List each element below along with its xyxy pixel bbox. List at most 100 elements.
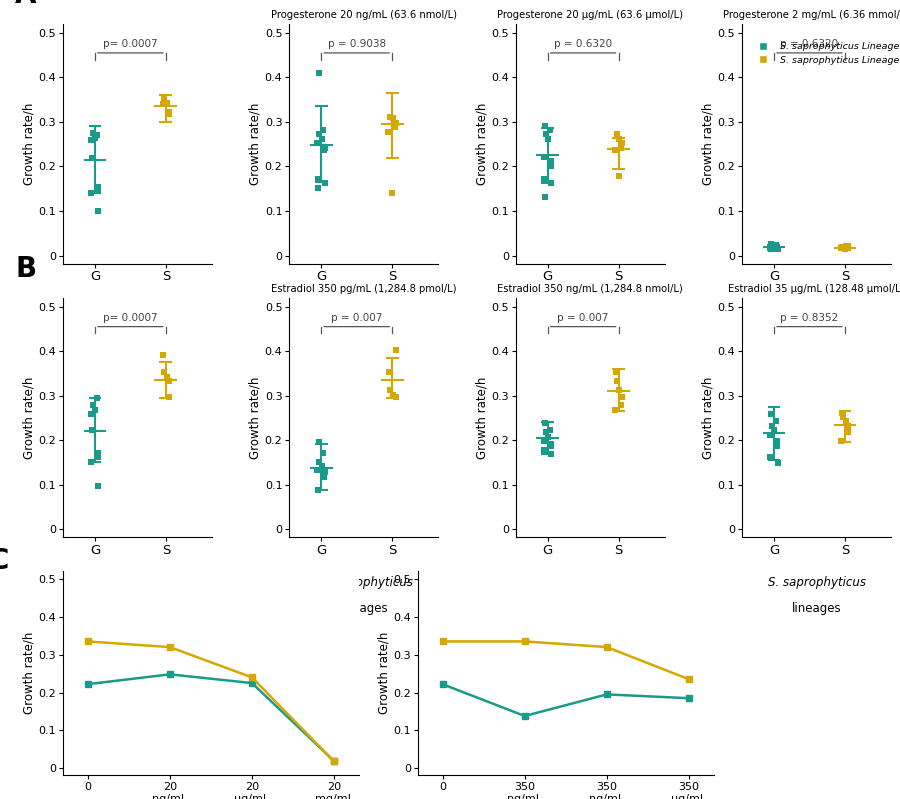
- Point: [538, 128, 553, 141]
- Text: S. saprophyticus: S. saprophyticus: [315, 575, 413, 589]
- Y-axis label: Growth rate/h: Growth rate/h: [475, 376, 488, 459]
- Point: [91, 447, 105, 459]
- Point: [318, 141, 332, 154]
- Point: [311, 436, 326, 449]
- Point: [310, 173, 325, 185]
- Point: [764, 242, 778, 255]
- Point: [544, 439, 558, 452]
- Point: [386, 388, 400, 401]
- Point: [311, 181, 326, 194]
- Point: [389, 390, 403, 403]
- Text: lineages: lineages: [339, 328, 389, 341]
- Point: [770, 435, 785, 447]
- Point: [612, 133, 626, 145]
- Y-axis label: Growth rate/h: Growth rate/h: [22, 632, 35, 714]
- Y-axis label: Growth rate/h: Growth rate/h: [22, 376, 35, 459]
- Point: [763, 451, 778, 463]
- Text: p = 0.9038: p = 0.9038: [328, 39, 386, 50]
- Point: [91, 451, 105, 463]
- Title: Estradiol 35 μg/mL (128.48 μmol/L): Estradiol 35 μg/mL (128.48 μmol/L): [728, 284, 900, 294]
- Title: Progesterone 20 μg/mL (63.6 μmol/L): Progesterone 20 μg/mL (63.6 μmol/L): [497, 10, 683, 21]
- Point: [770, 241, 784, 254]
- Y-axis label: Growth rate/h: Growth rate/h: [702, 102, 715, 185]
- Point: [383, 384, 398, 396]
- Point: [838, 242, 852, 255]
- Point: [86, 399, 100, 411]
- Text: lineages: lineages: [565, 602, 615, 615]
- Text: S. saprophyticus: S. saprophyticus: [315, 302, 413, 315]
- Point: [543, 124, 557, 137]
- Point: [318, 466, 332, 479]
- Point: [615, 137, 629, 149]
- Point: [90, 129, 104, 141]
- Title: Progesterone 20 ng/mL (63.6 nmol/L): Progesterone 20 ng/mL (63.6 nmol/L): [271, 10, 457, 21]
- Point: [763, 242, 778, 255]
- Point: [841, 426, 855, 439]
- Point: [836, 411, 850, 423]
- Point: [157, 93, 171, 105]
- Point: [611, 170, 625, 183]
- Point: [842, 419, 856, 432]
- Y-axis label: Growth rate/h: Growth rate/h: [377, 632, 391, 714]
- Point: [318, 177, 332, 190]
- Point: [90, 392, 104, 404]
- Point: [538, 426, 553, 439]
- Point: [310, 464, 325, 477]
- Point: [770, 240, 785, 253]
- Text: p = 0.007: p = 0.007: [557, 313, 608, 323]
- Point: [833, 435, 848, 447]
- Point: [770, 242, 785, 255]
- Point: [838, 242, 852, 255]
- Legend: S. saprophyticus Lineage G, S. saprophyticus Lineage S: S. saprophyticus Lineage G, S. saprophyt…: [750, 38, 900, 69]
- Text: p= 0.0007: p= 0.0007: [104, 39, 158, 50]
- Text: S. saprophyticus: S. saprophyticus: [768, 575, 866, 589]
- Point: [842, 240, 856, 252]
- Text: lineages: lineages: [565, 328, 615, 341]
- Point: [765, 243, 779, 256]
- Text: p= 0.0007: p= 0.0007: [104, 313, 158, 323]
- Point: [84, 133, 98, 146]
- Point: [385, 187, 400, 200]
- Point: [608, 403, 622, 416]
- Point: [312, 455, 327, 468]
- Point: [612, 384, 626, 396]
- Y-axis label: Growth rate/h: Growth rate/h: [249, 102, 262, 185]
- Text: p = 0.8352: p = 0.8352: [780, 313, 839, 323]
- Point: [541, 133, 555, 145]
- Point: [770, 439, 784, 452]
- Point: [84, 187, 98, 200]
- Point: [84, 408, 98, 421]
- Point: [764, 408, 778, 421]
- Title: Estradiol 350 ng/mL (1,284.8 nmol/L): Estradiol 350 ng/mL (1,284.8 nmol/L): [498, 284, 683, 294]
- Text: S. saprophyticus: S. saprophyticus: [541, 575, 639, 589]
- Point: [770, 457, 785, 470]
- Point: [541, 430, 555, 443]
- Point: [389, 117, 403, 129]
- Text: lineages: lineages: [112, 602, 162, 615]
- Point: [317, 143, 331, 156]
- Point: [544, 155, 558, 168]
- Point: [536, 443, 551, 456]
- Point: [544, 159, 558, 172]
- Text: lineages: lineages: [112, 328, 162, 341]
- Point: [765, 419, 779, 432]
- Point: [763, 428, 778, 441]
- Text: A: A: [15, 0, 37, 9]
- Point: [614, 141, 628, 154]
- Point: [835, 406, 850, 419]
- Point: [91, 205, 105, 217]
- Point: [381, 125, 395, 138]
- Point: [382, 366, 397, 379]
- Point: [314, 459, 328, 472]
- Point: [85, 424, 99, 437]
- Point: [159, 371, 174, 384]
- Point: [157, 366, 171, 379]
- Y-axis label: Growth rate/h: Growth rate/h: [475, 102, 488, 185]
- Point: [839, 415, 853, 428]
- Point: [91, 183, 105, 196]
- Point: [88, 131, 103, 144]
- Point: [544, 437, 558, 450]
- Point: [769, 415, 783, 428]
- Point: [310, 483, 325, 496]
- Y-axis label: Growth rate/h: Growth rate/h: [702, 376, 715, 459]
